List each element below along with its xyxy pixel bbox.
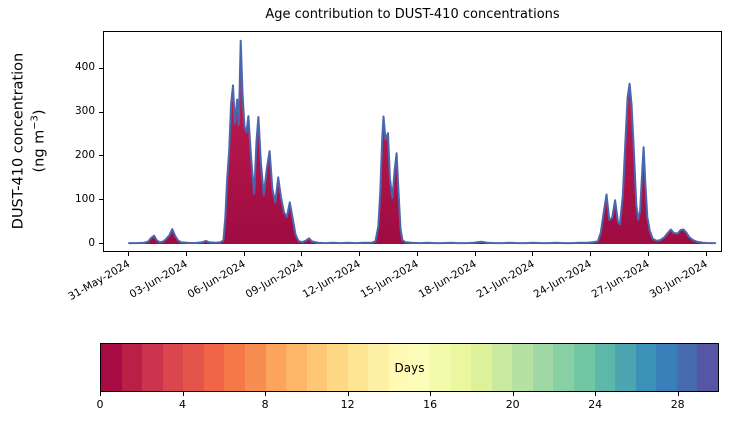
colorbar-tick-mark xyxy=(182,392,184,396)
y-tick-mark xyxy=(99,243,103,244)
y-tick-label: 0 xyxy=(88,236,95,249)
colorbar-tick-label: 8 xyxy=(261,398,269,411)
x-tick-mark xyxy=(647,252,649,256)
y-tick-mark xyxy=(99,67,103,69)
y-axis-label-line1: DUST-410 concentration xyxy=(10,52,27,230)
x-tick-mark xyxy=(705,252,707,256)
y-tick-mark xyxy=(99,111,103,113)
chart-title: Age contribution to DUST-410 concentrati… xyxy=(265,7,560,22)
x-tick-label: 30-Jun-2024 xyxy=(647,258,710,301)
y-tick-mark xyxy=(99,155,103,157)
colorbar-tick-mark xyxy=(677,392,679,396)
colorbar-segment xyxy=(265,344,287,391)
concentration-plot xyxy=(128,39,717,245)
x-tick-mark xyxy=(474,252,476,256)
y-tick-mark xyxy=(99,199,103,201)
x-tick-label: 27-Jun-2024 xyxy=(589,258,652,301)
colorbar-segment xyxy=(512,344,533,391)
x-tick-label: 21-Jun-2024 xyxy=(474,258,537,301)
y-tick-label: 100 xyxy=(74,192,95,205)
colorbar-segment xyxy=(594,344,616,391)
x-tick-label: 06-Jun-2024 xyxy=(185,258,248,301)
colorbar-segment xyxy=(183,344,204,391)
y-tick-label: 200 xyxy=(74,148,95,161)
colorbar-segment xyxy=(347,344,369,391)
colorbar-segment xyxy=(286,344,307,391)
colorbar-segment xyxy=(697,344,718,391)
colorbar-tick-mark xyxy=(347,392,349,396)
plot-area xyxy=(103,31,722,252)
colorbar-segment xyxy=(430,344,451,391)
colorbar-tick-label: 20 xyxy=(505,398,520,411)
colorbar-segment xyxy=(553,344,574,391)
colorbar xyxy=(100,343,719,392)
colorbar-tick-mark xyxy=(595,392,597,396)
age-stacked-area-fill xyxy=(129,40,716,244)
y-axis-label-units: (ng m−3) xyxy=(30,109,48,173)
colorbar-tick-label: 28 xyxy=(670,398,685,411)
x-tick-mark xyxy=(243,252,245,256)
colorbar-tick-mark xyxy=(265,392,267,396)
total-concentration-line xyxy=(128,39,717,245)
colorbar-segment xyxy=(162,344,184,391)
colorbar-tick-mark xyxy=(430,392,432,396)
x-tick-mark xyxy=(301,252,303,256)
x-tick-mark xyxy=(590,252,592,256)
colorbar-tick-label: 24 xyxy=(588,398,603,411)
colorbar-segment xyxy=(532,344,554,391)
colorbar-tick-label: 0 xyxy=(96,398,104,411)
colorbar-segment xyxy=(676,344,698,391)
colorbar-tick-mark xyxy=(512,392,514,396)
colorbar-segment xyxy=(101,344,122,391)
colorbar-segment xyxy=(224,344,245,391)
colorbar-segment xyxy=(471,344,492,391)
colorbar-segment xyxy=(388,344,410,391)
x-tick-label: 31-May-2024 xyxy=(66,258,132,303)
x-tick-label: 03-Jun-2024 xyxy=(127,258,190,301)
x-tick-label: 12-Jun-2024 xyxy=(301,258,363,301)
colorbar-segment xyxy=(491,344,513,391)
colorbar-segment xyxy=(327,344,348,391)
colorbar-tick-label: 12 xyxy=(340,398,355,411)
x-tick-mark xyxy=(532,252,534,256)
x-tick-label: 24-Jun-2024 xyxy=(532,258,595,301)
colorbar-segment xyxy=(615,344,636,391)
y-tick-label: 400 xyxy=(74,61,95,74)
colorbar-segment xyxy=(573,344,595,391)
colorbar-segment xyxy=(409,344,430,391)
x-tick-label: 18-Jun-2024 xyxy=(416,258,479,301)
colorbar-segment xyxy=(244,344,266,391)
colorbar-segment xyxy=(368,344,389,391)
colorbar-segment xyxy=(450,344,472,391)
x-tick-mark xyxy=(185,252,187,256)
y-axis-label: DUST-410 concentration (ng m−3) xyxy=(10,53,51,229)
colorbar-tick-mark xyxy=(100,392,101,396)
x-tick-mark xyxy=(416,252,418,256)
colorbar-segment xyxy=(656,344,677,391)
x-tick-mark xyxy=(359,252,360,256)
colorbar-segment xyxy=(142,344,163,391)
colorbar-tick-label: 4 xyxy=(179,398,186,411)
colorbar-segment xyxy=(635,344,657,391)
colorbar-segment xyxy=(121,344,143,391)
colorbar-segment xyxy=(306,344,328,391)
x-tick-mark xyxy=(128,252,129,256)
y-tick-label: 300 xyxy=(74,105,95,118)
colorbar-segment xyxy=(203,344,225,391)
x-tick-label: 15-Jun-2024 xyxy=(358,258,421,301)
colorbar-tick-label: 16 xyxy=(423,398,438,411)
x-tick-label: 09-Jun-2024 xyxy=(243,258,306,301)
